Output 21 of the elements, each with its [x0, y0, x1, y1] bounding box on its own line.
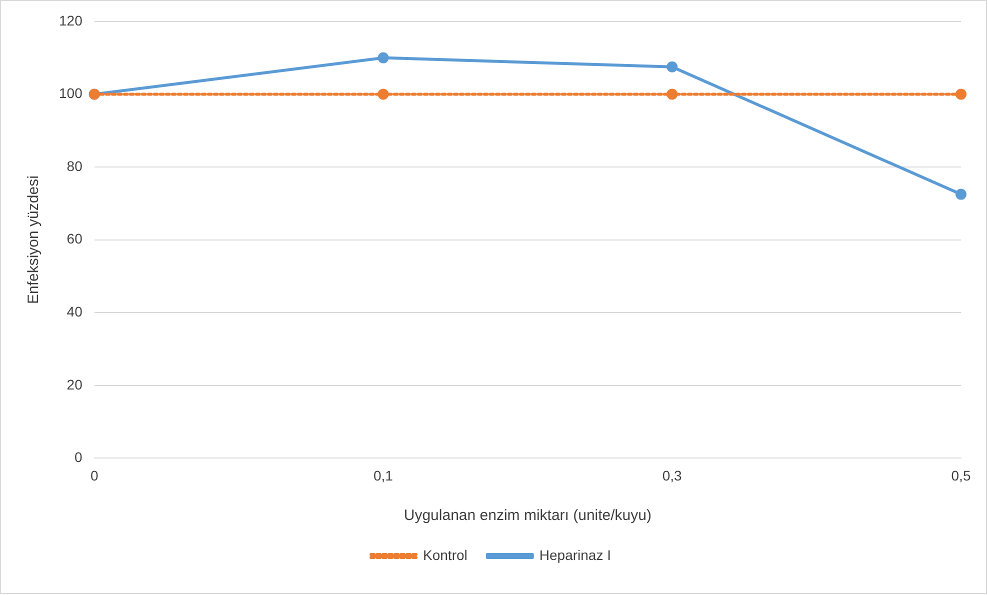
- point: [956, 88, 966, 100]
- legend-label: Kontrol: [423, 546, 468, 563]
- legend-label: Heparinaz I: [539, 546, 611, 563]
- x-tick-label: 0,5: [951, 467, 971, 484]
- x-axis-title: Uygulanan enzim miktarı (unite/kuyu): [404, 507, 652, 524]
- x-tick-label: 0,1: [374, 467, 394, 484]
- x-tick-label: 0,3: [662, 467, 682, 484]
- point: [666, 61, 678, 72]
- point: [956, 188, 966, 200]
- y-tick-label: 40: [66, 303, 83, 320]
- point: [666, 88, 678, 100]
- y-tick-label: 60: [66, 230, 83, 247]
- y-tick-label: 80: [66, 158, 83, 174]
- x-tick-label: 0: [90, 467, 98, 484]
- y-tick-label: 120: [59, 12, 83, 28]
- y-tick-label: 20: [66, 376, 83, 392]
- point: [378, 52, 389, 64]
- point: [378, 88, 389, 100]
- y-tick-label: 100: [59, 85, 83, 102]
- y-axis-title: Enfeksiyon yüzdesi: [25, 176, 42, 304]
- y-tick-label: 0: [74, 449, 83, 466]
